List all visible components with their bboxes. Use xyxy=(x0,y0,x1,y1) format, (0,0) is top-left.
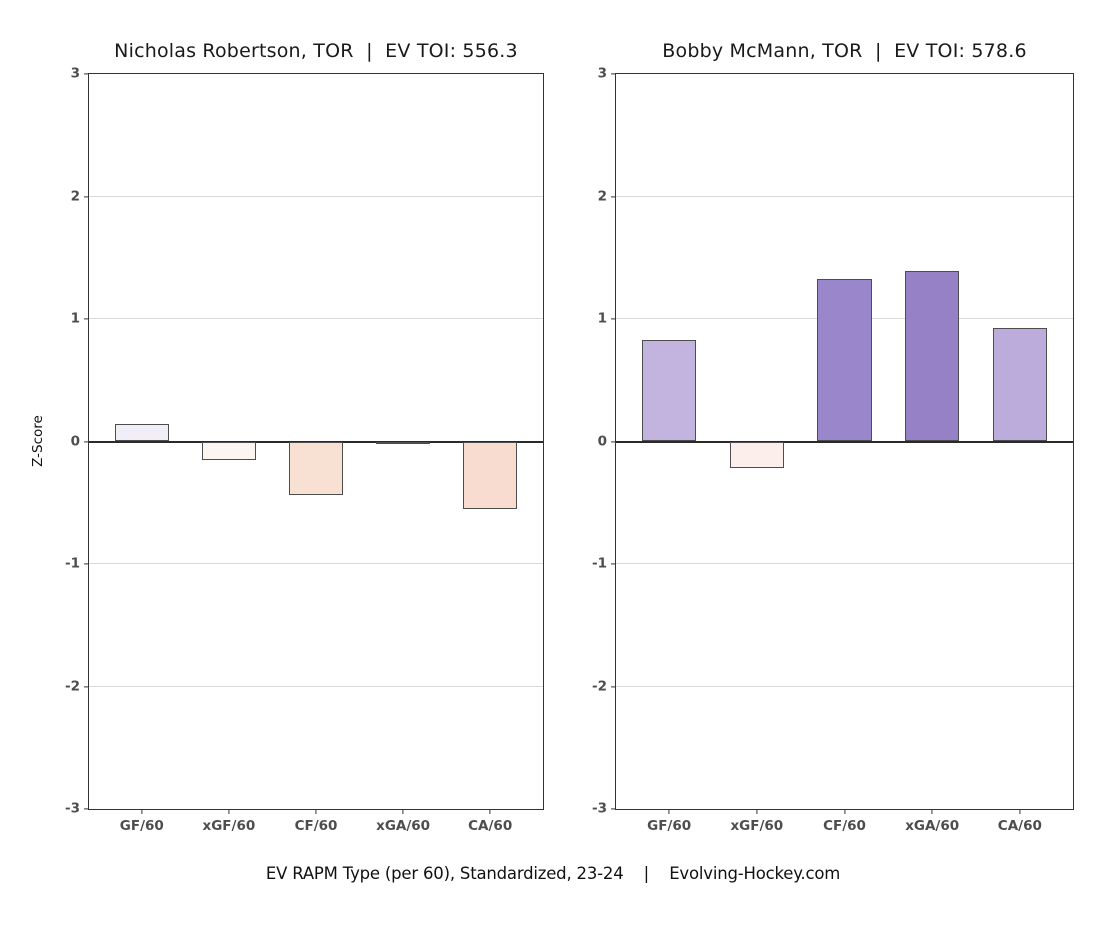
bar-xga-60 xyxy=(376,441,430,444)
x-tick-label-cf-60: CF/60 xyxy=(823,818,866,834)
y-tick-label-3: 3 xyxy=(70,65,80,82)
x-tick-label-gf-60: GF/60 xyxy=(119,818,164,834)
y-tick-label--3: -3 xyxy=(592,800,607,817)
chart-panel-robertson: Nicholas Robertson, TOR | EV TOI: 556.3 … xyxy=(65,40,544,833)
x-tick-mark-3 xyxy=(931,809,933,814)
y-tick-mark-1 xyxy=(611,318,616,320)
y-tick-label-0: 0 xyxy=(70,432,80,449)
zero-axis-line xyxy=(616,440,1073,443)
y-tick-label--2: -2 xyxy=(592,677,607,694)
x-tick-label-ca-60: CA/60 xyxy=(997,818,1042,834)
y-tick-mark-0 xyxy=(84,440,89,443)
y-tick-label-2: 2 xyxy=(70,187,80,204)
x-tick-label-cf-60: CF/60 xyxy=(294,818,338,834)
y-tick-label--2: -2 xyxy=(65,677,80,694)
x-tick-label-xga-60: xGA/60 xyxy=(905,818,960,834)
gridline-y-2 xyxy=(616,686,1073,687)
x-tick-mark-1 xyxy=(228,809,230,814)
gridline-y-1 xyxy=(89,563,543,565)
x-tick-mark-1 xyxy=(756,809,758,814)
x-tick-mark-4 xyxy=(1019,809,1021,814)
y-tick-mark--3 xyxy=(611,808,616,810)
chart-title-robertson: Nicholas Robertson, TOR | EV TOI: 556.3 xyxy=(114,40,518,62)
x-tick-mark-4 xyxy=(489,809,491,814)
y-tick-label--1: -1 xyxy=(65,555,80,572)
x-tick-label-xgf-60: xGF/60 xyxy=(202,818,256,834)
bar-xgf-60 xyxy=(202,441,256,460)
y-tick-mark--2 xyxy=(611,685,616,688)
y-tick-mark-2 xyxy=(84,195,89,198)
bar-cf-60 xyxy=(289,441,343,496)
x-tick-mark-3 xyxy=(402,809,404,814)
bar-gf-60 xyxy=(642,339,697,442)
figure-caption: EV RAPM Type (per 60), Standardized, 23-… xyxy=(265,864,841,883)
x-tick-mark-2 xyxy=(315,809,317,814)
y-tick-mark--1 xyxy=(84,563,89,565)
bar-xgf-60 xyxy=(729,441,784,469)
y-tick-label-0: 0 xyxy=(597,432,607,449)
x-tick-label-ca-60: CA/60 xyxy=(468,818,513,834)
y-tick-label-3: 3 xyxy=(597,65,607,82)
gridline-y2 xyxy=(89,195,543,197)
chart-title-mcmann: Bobby McMann, TOR | EV TOI: 578.6 xyxy=(662,40,1027,62)
chart-panel-mcmann: Bobby McMann, TOR | EV TOI: 578.6 3 2 1 0 -1… xyxy=(592,40,1074,833)
x-tick-mark-2 xyxy=(843,809,846,814)
y-tick-mark-0 xyxy=(611,440,616,443)
x-tick-mark-0 xyxy=(141,809,143,814)
gridline-y-1 xyxy=(616,563,1073,565)
x-tick-label-xga-60: xGA/60 xyxy=(376,818,431,834)
y-tick-mark-1 xyxy=(84,318,89,320)
bar-gf-60 xyxy=(114,424,169,442)
y-tick-label-1: 1 xyxy=(70,310,80,327)
gridline-y2 xyxy=(616,195,1073,197)
y-tick-label-1: 1 xyxy=(597,310,607,327)
x-tick-label-xgf-60: xGF/60 xyxy=(730,818,784,834)
y-axis-label: Z-Score xyxy=(30,415,46,467)
x-tick-label-gf-60: GF/60 xyxy=(647,818,692,834)
bar-cf-60 xyxy=(817,278,872,442)
bar-xga-60 xyxy=(905,271,960,442)
y-tick-mark-2 xyxy=(611,195,616,198)
y-tick-label--3: -3 xyxy=(65,800,80,817)
y-tick-label--1: -1 xyxy=(592,555,607,572)
x-tick-mark-0 xyxy=(668,809,670,814)
y-tick-mark--2 xyxy=(84,685,89,688)
bar-ca-60 xyxy=(463,441,518,509)
y-tick-mark--3 xyxy=(84,808,89,810)
y-tick-label-2: 2 xyxy=(597,187,607,204)
y-tick-mark-3 xyxy=(84,73,89,75)
y-tick-mark-3 xyxy=(611,73,616,75)
gridline-y-2 xyxy=(89,686,543,687)
y-tick-mark--1 xyxy=(611,563,616,565)
bar-ca-60 xyxy=(992,327,1047,442)
gridline-y1 xyxy=(89,318,543,320)
